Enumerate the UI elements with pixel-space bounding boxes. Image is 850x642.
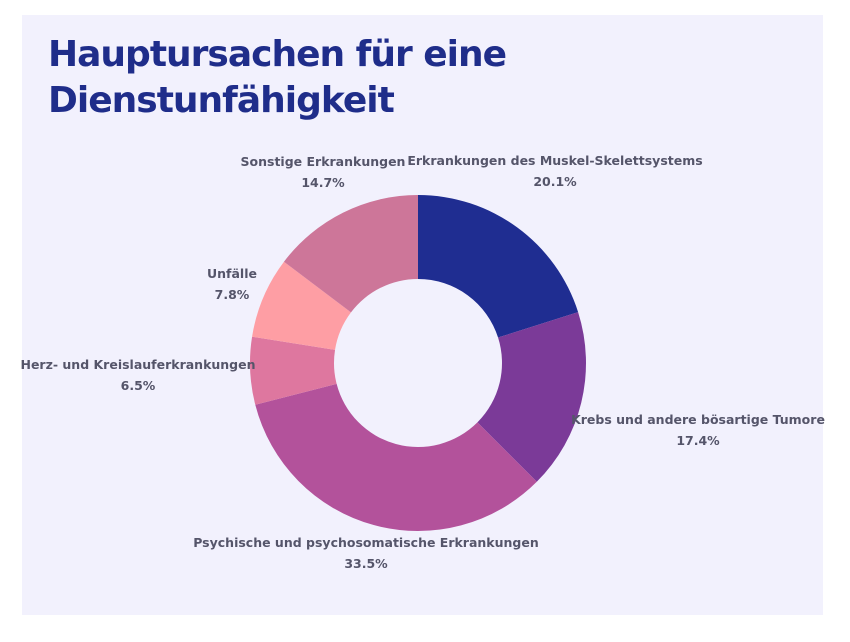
slice-4 — [252, 261, 351, 350]
slice-value-label: 7.8% — [215, 287, 250, 302]
slice-value-label: 14.7% — [301, 175, 345, 190]
slice-label: Herz- und Kreislauferkrankungen — [20, 357, 255, 372]
slice-value-label: 17.4% — [676, 433, 720, 448]
slice-label: Sonstige Erkrankungen — [241, 154, 406, 169]
slice-value-label: 33.5% — [344, 556, 388, 571]
slice-0 — [418, 195, 579, 338]
slice-label: Erkrankungen des Muskel-Skelettsystems — [407, 153, 702, 168]
slice-label: Psychische und psychosomatische Erkranku… — [193, 535, 539, 550]
slice-1 — [477, 312, 587, 482]
slice-5 — [283, 195, 418, 313]
slice-label: Unfälle — [207, 266, 257, 281]
slice-value-label: 20.1% — [533, 174, 577, 189]
slice-3 — [249, 336, 337, 405]
slice-label: Krebs und andere bösartige Tumore — [571, 412, 825, 427]
slice-2 — [255, 383, 537, 532]
slice-value-label: 6.5% — [121, 378, 156, 393]
chart-title: Hauptursachen für eine Dienstunfähigkeit — [48, 34, 507, 121]
